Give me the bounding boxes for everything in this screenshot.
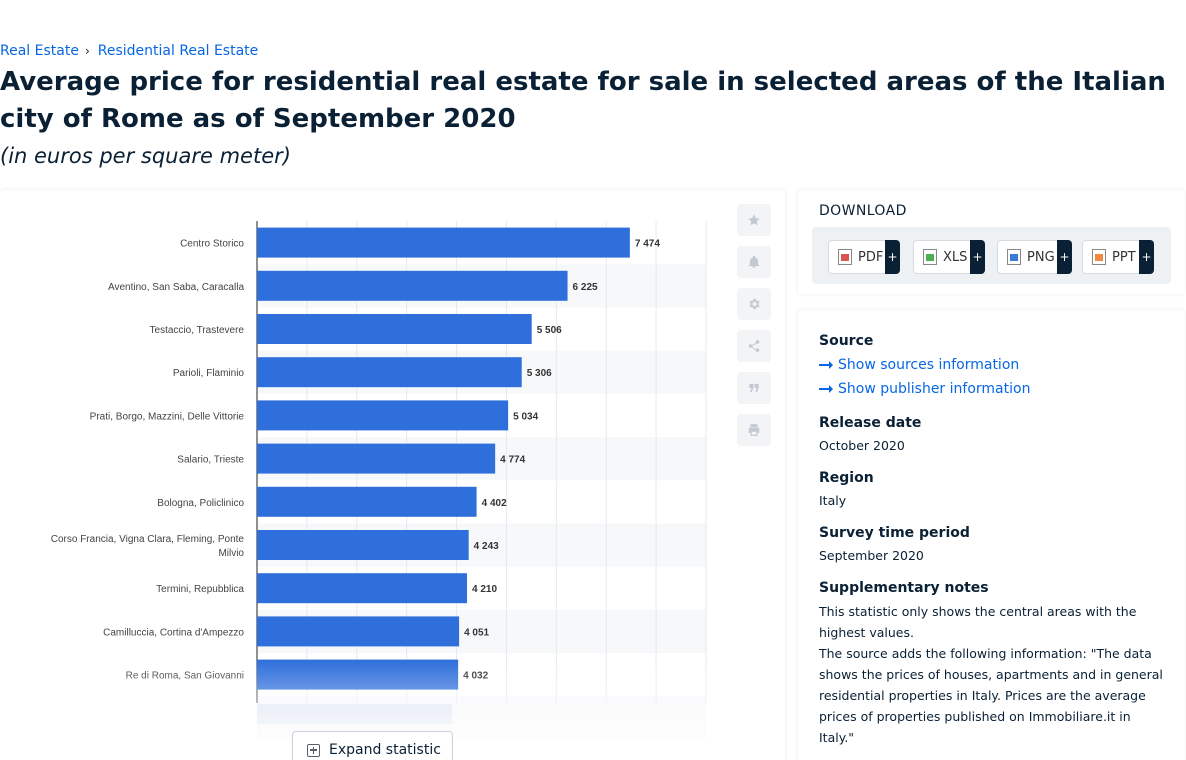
show-sources-link[interactable]: Show sources information [819,357,1019,373]
category-label: Parioli, Flaminio [173,368,245,379]
download-pdf-label: PDF [858,249,884,265]
bar [257,530,469,560]
plus-icon: + [885,240,900,274]
expand-statistic-button[interactable]: Expand statistic [292,731,453,760]
settings-button[interactable] [737,288,771,320]
category-label: Corso Francia, Vigna Clara, Fleming, Pon… [51,534,245,559]
breadcrumb-item-real-estate[interactable]: Real Estate [0,43,79,59]
survey-period-value: September 2020 [819,548,924,563]
notes-paragraph-1: This statistic only shows the central ar… [819,604,1137,640]
bar [257,486,477,517]
download-png-button[interactable]: PNG + [997,240,1072,274]
source-title: Source [819,333,874,349]
statistic-info-panel: Source Show sources information Show pub… [798,310,1185,760]
share-icon [748,340,760,352]
breadcrumb-item-residential[interactable]: Residential Real Estate [97,43,259,59]
print-icon [748,424,760,436]
page-subtitle: (in euros per square meter) [0,144,291,168]
download-pdf-button[interactable]: PDF + [828,240,900,274]
bar [257,314,532,344]
download-xls-label: XLS [943,249,968,265]
data-label: 7 474 [635,239,660,250]
download-xls-button[interactable]: XLS + [913,240,985,274]
data-label: 4 210 [472,584,497,595]
data-label: 6 225 [573,282,598,293]
bar [257,400,509,431]
plus-icon: + [1139,240,1154,274]
download-ppt-button[interactable]: PPT + [1082,240,1154,274]
data-label: 5 034 [513,411,538,422]
bar [257,357,522,388]
chart-toolbar [737,204,773,456]
bar [257,616,460,647]
download-png-label: PNG [1027,249,1055,265]
category-label: Bologna, Policlinico [157,498,244,509]
category-label: Prati, Borgo, Mazzini, Delle Vittorie [90,411,245,422]
share-button[interactable] [737,330,771,362]
category-label: Camilluccia, Cortina d'Ampezzo [103,627,244,638]
expand-label: Expand statistic [329,742,441,758]
print-button[interactable] [737,414,771,446]
category-label: Testaccio, Trastevere [150,325,245,336]
favorite-button[interactable] [737,204,771,236]
supplementary-notes: This statistic only shows the central ar… [819,601,1164,748]
breadcrumb: Real Estate › Residential Real Estate [0,43,258,59]
data-label: 4 402 [482,498,507,509]
notes-paragraph-2: The source adds the following informatio… [819,646,1163,745]
region-value: Italy [819,493,847,508]
download-ppt-label: PPT [1112,249,1136,265]
expand-icon [307,743,320,757]
show-publisher-link[interactable]: Show publisher information [819,381,1030,397]
xls-file-icon [923,249,937,265]
region-title: Region [819,470,874,486]
show-sources-label: Show sources information [838,357,1020,373]
data-label: 4 774 [500,455,525,466]
supplementary-notes-title: Supplementary notes [819,580,989,596]
bar [257,227,630,258]
category-label: Centro Storico [180,239,244,250]
download-panel: DOWNLOAD PDF + XLS + PNG + PPT + [798,190,1185,294]
page-title: Average price for residential real estat… [0,67,1166,134]
gear-icon [749,298,760,310]
release-date-title: Release date [819,415,922,431]
download-buttons: PDF + XLS + PNG + PPT + [812,227,1171,284]
data-label: 5 306 [527,368,552,379]
data-label: 5 506 [537,325,562,336]
survey-period-title: Survey time period [819,525,970,541]
show-publisher-label: Show publisher information [838,381,1031,397]
bar [257,270,568,301]
bar-chart: 7 474 Centro Storico 6 225 Aventino, San Sa… [0,221,785,760]
ppt-file-icon [1092,249,1106,265]
plus-icon: + [1057,240,1072,274]
data-label: 4 051 [464,627,489,638]
chart-card: 7 474 Centro Storico 6 225 Aventino, San Sa… [0,190,785,760]
data-label: 4 243 [474,541,499,552]
bar [257,443,496,474]
breadcrumb-separator: › [84,44,90,58]
cite-button[interactable] [737,372,771,404]
download-title: DOWNLOAD [819,203,907,219]
bar [257,573,468,604]
category-label: Salario, Trieste [177,455,244,466]
pdf-file-icon [838,249,852,265]
notification-button[interactable] [737,246,771,278]
arrow-right-icon [819,385,833,393]
png-file-icon [1007,249,1021,265]
category-label: Aventino, San Saba, Caracalla [108,282,244,293]
category-label: Termini, Repubblica [156,584,244,595]
bell-icon [748,255,760,268]
quote-icon [749,383,759,393]
star-icon [748,214,760,226]
arrow-right-icon [819,361,833,369]
plus-icon: + [970,240,985,274]
release-date-value: October 2020 [819,438,905,453]
